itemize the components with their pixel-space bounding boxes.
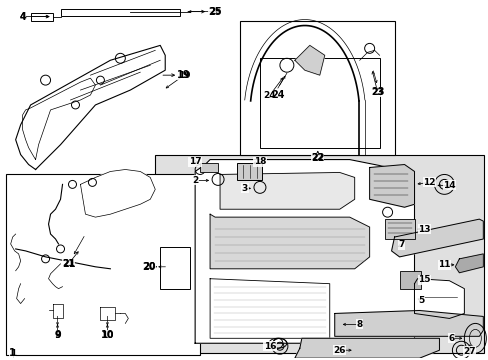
Text: 20: 20 bbox=[143, 262, 155, 271]
Text: 13: 13 bbox=[417, 225, 430, 234]
Bar bbox=[240, 21, 394, 154]
Text: 23: 23 bbox=[370, 87, 384, 97]
Polygon shape bbox=[391, 219, 482, 257]
Bar bbox=[200, 163, 218, 172]
Polygon shape bbox=[81, 170, 155, 217]
Text: 3: 3 bbox=[242, 184, 247, 193]
Bar bbox=[61, 9, 180, 15]
Bar bbox=[155, 154, 483, 353]
Text: 1: 1 bbox=[9, 349, 16, 358]
Text: 18: 18 bbox=[253, 157, 265, 166]
Polygon shape bbox=[52, 303, 62, 319]
Polygon shape bbox=[454, 254, 482, 273]
Text: 19: 19 bbox=[178, 71, 190, 80]
Text: 24: 24 bbox=[271, 90, 284, 100]
Polygon shape bbox=[414, 279, 464, 319]
Text: 12: 12 bbox=[422, 178, 435, 187]
Text: 21: 21 bbox=[62, 259, 75, 268]
Text: 19: 19 bbox=[177, 70, 190, 80]
Text: 8: 8 bbox=[356, 320, 362, 329]
Text: 15: 15 bbox=[417, 275, 430, 284]
Text: 27: 27 bbox=[462, 347, 475, 356]
Text: 22: 22 bbox=[311, 153, 324, 162]
Bar bbox=[160, 247, 190, 289]
Bar bbox=[31, 13, 52, 21]
Text: 4: 4 bbox=[19, 12, 26, 22]
Text: 23: 23 bbox=[370, 87, 383, 96]
Text: 21: 21 bbox=[61, 259, 75, 269]
Text: 1: 1 bbox=[9, 348, 16, 358]
Bar bbox=[6, 175, 200, 355]
Text: 22: 22 bbox=[310, 153, 324, 163]
Bar bbox=[260, 58, 379, 148]
Bar bbox=[399, 271, 421, 289]
Polygon shape bbox=[294, 45, 324, 75]
Text: 26: 26 bbox=[333, 346, 346, 355]
Text: 16: 16 bbox=[263, 342, 276, 351]
Text: 2: 2 bbox=[192, 176, 198, 185]
Bar bbox=[384, 219, 414, 239]
Text: 9: 9 bbox=[54, 331, 61, 340]
Polygon shape bbox=[294, 338, 439, 358]
Text: 14: 14 bbox=[442, 181, 455, 190]
Text: 11: 11 bbox=[437, 260, 450, 269]
Text: 24: 24 bbox=[263, 90, 276, 99]
Polygon shape bbox=[195, 159, 414, 343]
Polygon shape bbox=[369, 165, 414, 207]
Text: 5: 5 bbox=[418, 296, 424, 305]
Text: 6: 6 bbox=[447, 334, 454, 343]
Text: 20: 20 bbox=[142, 262, 156, 272]
Text: 9: 9 bbox=[54, 330, 61, 340]
Polygon shape bbox=[334, 310, 482, 336]
Polygon shape bbox=[220, 172, 354, 209]
Bar bbox=[237, 163, 262, 180]
Text: 10: 10 bbox=[101, 330, 114, 340]
Text: 7: 7 bbox=[398, 240, 404, 249]
Polygon shape bbox=[100, 306, 115, 320]
Polygon shape bbox=[16, 45, 165, 170]
Polygon shape bbox=[210, 214, 369, 269]
Text: 4: 4 bbox=[20, 12, 26, 21]
Text: 10: 10 bbox=[101, 331, 113, 340]
Text: 25: 25 bbox=[208, 7, 221, 16]
Text: 17: 17 bbox=[188, 157, 201, 166]
Text: 25: 25 bbox=[208, 6, 222, 17]
